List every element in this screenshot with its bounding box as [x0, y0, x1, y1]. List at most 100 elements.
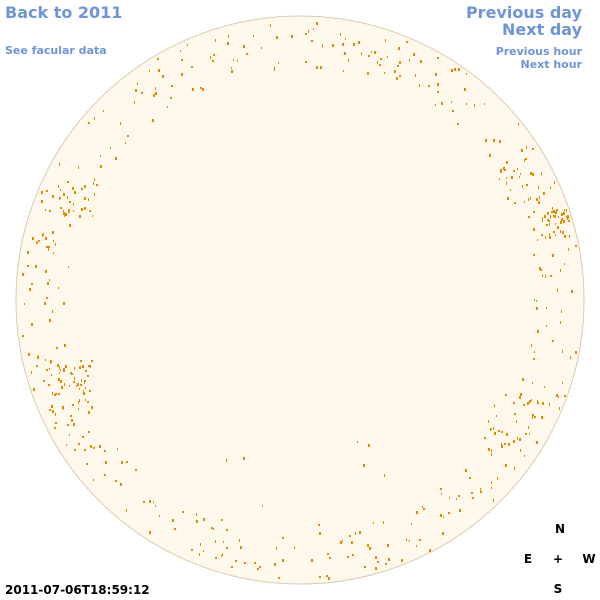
facula-mark: [537, 400, 538, 403]
facula-mark: [552, 340, 554, 342]
facula-mark: [385, 563, 387, 565]
facula-mark: [437, 83, 439, 86]
facula-mark: [93, 182, 94, 185]
facula-mark: [67, 424, 69, 426]
facula-mark: [84, 185, 86, 188]
facula-mark: [533, 254, 535, 256]
facula-mark: [213, 54, 215, 56]
facula-mark: [78, 166, 79, 169]
next-day-link[interactable]: Next day: [502, 20, 582, 39]
facula-mark: [484, 437, 486, 439]
facula-mark: [364, 566, 366, 568]
facula-mark: [530, 172, 532, 175]
facula-mark: [60, 380, 62, 383]
facula-mark: [368, 444, 370, 447]
facula-mark: [91, 360, 93, 362]
previous-day-link[interactable]: Previous day: [465, 3, 582, 22]
facula-mark: [442, 532, 444, 535]
facula-mark: [55, 413, 56, 416]
facula-mark: [48, 246, 50, 248]
facula-mark: [48, 384, 50, 386]
facula-mark: [203, 550, 204, 552]
facula-mark: [228, 35, 229, 38]
facula-mark: [316, 22, 318, 25]
facula-mark: [555, 234, 556, 236]
see-facular-data-link[interactable]: See facular data: [5, 44, 107, 57]
facula-mark: [43, 233, 44, 236]
facula-mark: [520, 449, 521, 452]
facula-mark: [72, 187, 74, 190]
facula-mark: [489, 154, 491, 157]
facula-mark: [560, 321, 561, 324]
facula-mark: [274, 67, 275, 70]
facula-mark: [80, 384, 82, 386]
facula-mark: [153, 501, 154, 503]
facula-mark: [536, 441, 538, 444]
facula-mark: [556, 394, 558, 397]
facula-mark: [503, 167, 505, 170]
back-to-year-link[interactable]: Back to 2011: [5, 3, 123, 22]
facula-mark: [348, 59, 349, 62]
facula-mark: [514, 202, 516, 204]
facula-mark: [64, 215, 65, 217]
facula-mark: [501, 445, 503, 448]
facula-mark: [498, 430, 500, 432]
facula-mark: [441, 102, 443, 105]
facula-mark: [542, 217, 543, 219]
facula-mark: [575, 351, 577, 354]
next-hour-link[interactable]: Next hour: [520, 58, 583, 71]
facula-mark: [328, 577, 330, 580]
facula-mark: [340, 33, 341, 36]
facula-mark: [257, 568, 259, 570]
facula-mark: [552, 207, 553, 210]
facula-mark: [274, 563, 276, 566]
facula-mark: [121, 461, 123, 464]
facula-mark: [568, 220, 570, 222]
facula-mark: [36, 365, 38, 367]
facula-mark: [149, 531, 151, 534]
facula-mark: [454, 68, 456, 71]
facula-mark: [52, 195, 54, 198]
facula-mark: [31, 371, 32, 374]
facula-mark: [469, 477, 471, 479]
facula-mark: [96, 184, 98, 186]
facula-mark: [42, 234, 43, 237]
facula-mark: [45, 359, 46, 361]
facula-mark: [313, 28, 314, 30]
previous-hour-link[interactable]: Previous hour: [495, 45, 582, 58]
facula-mark: [525, 433, 527, 435]
facula-mark: [93, 447, 95, 449]
facula-mark: [203, 518, 205, 521]
facula-mark: [564, 235, 566, 238]
facula-mark: [555, 223, 556, 225]
facula-mark: [231, 70, 233, 73]
facula-mark: [196, 513, 197, 516]
facula-mark: [93, 479, 94, 481]
facula-mark: [549, 236, 551, 239]
facula-mark: [84, 207, 86, 210]
facula-mark: [500, 169, 502, 172]
facula-mark: [141, 92, 143, 94]
facula-mark: [326, 575, 328, 577]
facula-mark: [490, 428, 492, 430]
facula-mark: [37, 356, 39, 359]
facula-mark: [167, 106, 168, 108]
facula-mark: [546, 325, 547, 327]
facula-mark: [43, 380, 45, 382]
facula-mark: [210, 56, 211, 59]
facula-mark: [528, 426, 529, 429]
facula-mark: [538, 186, 539, 189]
facula-mark: [532, 416, 533, 419]
facula-mark: [38, 355, 39, 357]
facula-mark: [435, 104, 436, 106]
facula-mark: [526, 146, 527, 149]
facula-mark: [383, 521, 384, 524]
facula-mark: [568, 248, 569, 251]
facula-mark: [526, 184, 528, 186]
facula-mark: [510, 189, 511, 191]
facula-mark: [464, 88, 466, 91]
facula-mark: [534, 299, 535, 301]
facula-mark: [472, 497, 474, 499]
facula-mark: [22, 273, 24, 276]
facula-mark: [243, 45, 245, 48]
